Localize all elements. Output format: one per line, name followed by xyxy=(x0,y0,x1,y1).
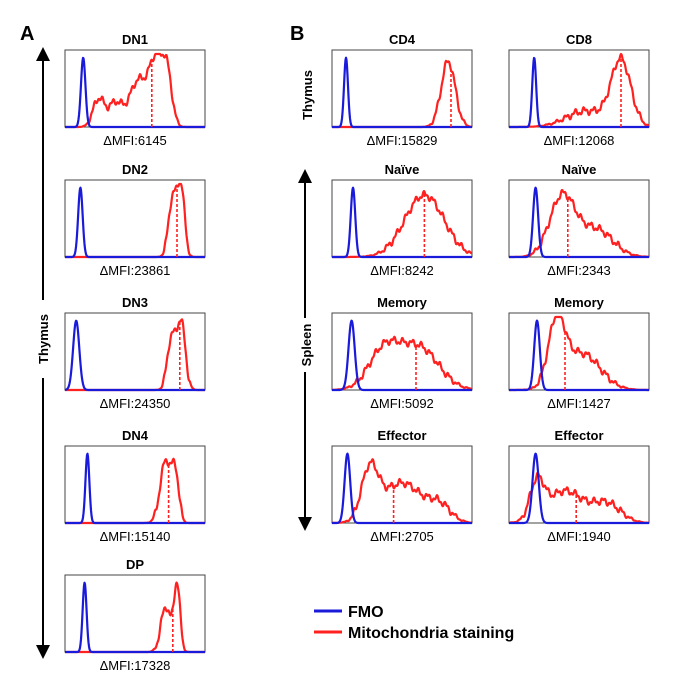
fmo-curve xyxy=(64,452,206,525)
fmo-curve xyxy=(508,186,650,259)
dmfi-label: ΔMFI:2343 xyxy=(547,263,611,278)
histogram-title: Naïve xyxy=(385,162,420,177)
dmfi-label: ΔMFI:1427 xyxy=(547,396,611,411)
dmfi-label: ΔMFI:15829 xyxy=(367,133,438,148)
histogram-panel: DN1 ΔMFI:6145 xyxy=(64,32,206,148)
thymus-side-label-b: Thymus xyxy=(300,70,315,120)
dmfi-label: ΔMFI:12068 xyxy=(544,133,615,148)
histogram-panel: Memory ΔMFI:1427 xyxy=(508,295,650,411)
panel-label-b: B xyxy=(290,23,304,45)
dmfi-label: ΔMFI:1940 xyxy=(547,529,611,544)
fmo-curve xyxy=(508,56,650,129)
histogram-title: Effector xyxy=(554,428,603,443)
legend-fmo-label: FMO xyxy=(348,604,384,621)
legend: FMO Mitochondria staining xyxy=(314,604,514,642)
histogram-title: DN3 xyxy=(122,295,148,310)
histogram-panel: CD8 ΔMFI:12068 xyxy=(508,32,650,148)
dmfi-label: ΔMFI:24350 xyxy=(100,396,171,411)
stain-curve xyxy=(331,458,473,524)
dmfi-label: ΔMFI:8242 xyxy=(370,263,434,278)
fmo-curve xyxy=(64,56,206,129)
fmo-curve xyxy=(64,319,206,392)
histogram-panel: Effector ΔMFI:2705 xyxy=(331,428,473,544)
histogram-panel: Memory ΔMFI:5092 xyxy=(331,295,473,411)
dmfi-label: ΔMFI:2705 xyxy=(370,529,434,544)
plot-frame xyxy=(64,179,206,258)
dmfi-label: ΔMFI:15140 xyxy=(100,529,171,544)
histogram-title: DP xyxy=(126,557,144,572)
histogram-title: DN4 xyxy=(122,428,149,443)
dmfi-label: ΔMFI:5092 xyxy=(370,396,434,411)
dmfi-label: ΔMFI:17328 xyxy=(100,658,171,673)
stain-curve xyxy=(331,335,473,391)
histogram-title: Memory xyxy=(554,295,605,310)
histogram-panel: Naïve ΔMFI:2343 xyxy=(508,162,650,278)
stain-curve xyxy=(508,52,650,129)
fmo-curve xyxy=(508,319,650,392)
stain-curve xyxy=(508,315,650,392)
histogram-title: Naïve xyxy=(562,162,597,177)
fmo-curve xyxy=(331,452,473,525)
fmo-curve xyxy=(64,581,206,654)
histogram-panel: DN2 ΔMFI:23861 xyxy=(64,162,206,278)
fmo-curve xyxy=(331,319,473,392)
dmfi-label: ΔMFI:23861 xyxy=(100,263,171,278)
panel-label-a: A xyxy=(20,23,34,45)
stain-curve xyxy=(331,189,473,259)
histogram-panel: CD4 ΔMFI:15829 xyxy=(331,32,473,148)
fmo-curve xyxy=(64,186,206,259)
histogram-title: CD8 xyxy=(566,32,592,47)
histogram-title: DN1 xyxy=(122,32,148,47)
histogram-title: DN2 xyxy=(122,162,148,177)
histogram-panel: Effector ΔMFI:1940 xyxy=(508,428,650,544)
dmfi-label: ΔMFI:6145 xyxy=(103,133,167,148)
histogram-panel: Naïve ΔMFI:8242 xyxy=(331,162,473,278)
spleen-side-label: Spleen xyxy=(299,324,314,367)
fmo-curve xyxy=(508,452,650,525)
plot-frame xyxy=(64,312,206,391)
histogram-title: Effector xyxy=(377,428,426,443)
histogram-title: Memory xyxy=(377,295,428,310)
histogram-title: CD4 xyxy=(389,32,416,47)
fmo-curve xyxy=(331,186,473,259)
legend-stain-label: Mitochondria staining xyxy=(348,625,514,642)
stain-curve xyxy=(508,188,650,259)
histogram-grid: DN1ΔMFI:6145DN2ΔMFI:23861DN3ΔMFI:24350DN… xyxy=(64,32,650,673)
histogram-panel: DN4 ΔMFI:15140 xyxy=(64,428,206,544)
thymus-side-label-a: Thymus xyxy=(36,314,51,364)
fmo-curve xyxy=(331,56,473,129)
histogram-panel: DP ΔMFI:17328 xyxy=(64,557,206,673)
histogram-panel: DN3 ΔMFI:24350 xyxy=(64,295,206,411)
